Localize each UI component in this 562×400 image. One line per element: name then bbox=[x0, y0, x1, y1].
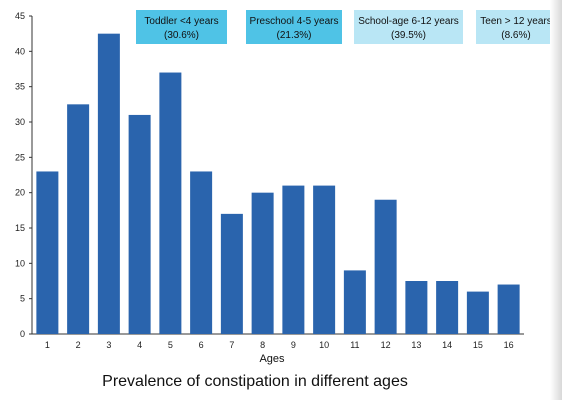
x-tick-label: 12 bbox=[381, 340, 391, 350]
age-group-percent: (8.6%) bbox=[501, 30, 530, 41]
y-tick-label: 0 bbox=[20, 329, 25, 339]
x-ticks: 1 2 3 4 5 6 7 8 9 10 11 12 13 14 15 16 bbox=[45, 340, 514, 350]
y-tick-label: 40 bbox=[15, 46, 25, 56]
bar-age-15 bbox=[466, 291, 489, 334]
bar-age-10 bbox=[313, 185, 336, 334]
x-tick-label: 5 bbox=[168, 340, 173, 350]
x-tick-label: 15 bbox=[473, 340, 483, 350]
bar-age-13 bbox=[405, 281, 428, 334]
x-tick-label: 10 bbox=[319, 340, 329, 350]
bar-age-16 bbox=[497, 284, 520, 334]
age-group-label: Teen > 12 years bbox=[480, 16, 551, 27]
x-tick-label: 13 bbox=[411, 340, 421, 350]
y-tick-label: 10 bbox=[15, 258, 25, 268]
bar-age-11 bbox=[343, 270, 366, 334]
age-group-percent: (21.3%) bbox=[276, 30, 311, 41]
bar-age-1 bbox=[36, 171, 59, 334]
x-tick-label: 14 bbox=[442, 340, 452, 350]
y-tick-label: 45 bbox=[15, 11, 25, 21]
x-tick-label: 16 bbox=[504, 340, 514, 350]
y-tick-label: 35 bbox=[15, 82, 25, 92]
bar-age-8 bbox=[251, 192, 274, 334]
bar-age-12 bbox=[374, 199, 397, 334]
chart-title: Prevalence of constipation in different … bbox=[102, 373, 408, 390]
age-group-bands: Toddler <4 years (30.6%) Preschool 4-5 yea… bbox=[136, 10, 556, 44]
x-tick-label: 7 bbox=[229, 340, 234, 350]
page-edge-shadow bbox=[550, 0, 562, 400]
x-tick-label: 4 bbox=[137, 340, 142, 350]
x-tick-label: 9 bbox=[291, 340, 296, 350]
age-group-box bbox=[476, 10, 556, 44]
bar-age-14 bbox=[436, 281, 459, 334]
x-tick-label: 3 bbox=[106, 340, 111, 350]
y-tick-label: 20 bbox=[15, 188, 25, 198]
y-tick-label: 5 bbox=[20, 294, 25, 304]
x-tick-label: 8 bbox=[260, 340, 265, 350]
bars bbox=[36, 33, 520, 335]
age-group-label: Preschool 4-5 years bbox=[250, 16, 339, 27]
bar-age-9 bbox=[282, 185, 305, 334]
y-tick-label: 25 bbox=[15, 152, 25, 162]
x-tick-label: 6 bbox=[199, 340, 204, 350]
age-group-percent: (39.5%) bbox=[391, 30, 426, 41]
y-tick-label: 15 bbox=[15, 223, 25, 233]
bar-age-5 bbox=[159, 72, 182, 335]
bar-age-3 bbox=[97, 33, 120, 335]
age-group-label: Toddler <4 years bbox=[144, 16, 218, 27]
x-tick-label: 1 bbox=[45, 340, 50, 350]
age-group-box bbox=[354, 10, 463, 44]
age-group-percent: (30.6%) bbox=[164, 30, 199, 41]
age-group-label: School-age 6-12 years bbox=[358, 16, 459, 27]
x-tick-label: 2 bbox=[76, 340, 81, 350]
x-axis-label: Ages bbox=[259, 353, 285, 365]
bar-age-7 bbox=[220, 213, 243, 334]
y-tick-label: 30 bbox=[15, 117, 25, 127]
bar-age-6 bbox=[190, 171, 213, 334]
bar-age-4 bbox=[128, 114, 151, 334]
age-group-box bbox=[246, 10, 342, 44]
age-group-box bbox=[136, 10, 227, 44]
bar-age-2 bbox=[67, 104, 90, 334]
x-tick-label: 11 bbox=[350, 340, 359, 350]
y-ticks: 0 5 10 15 20 25 30 35 40 45 bbox=[15, 11, 32, 339]
